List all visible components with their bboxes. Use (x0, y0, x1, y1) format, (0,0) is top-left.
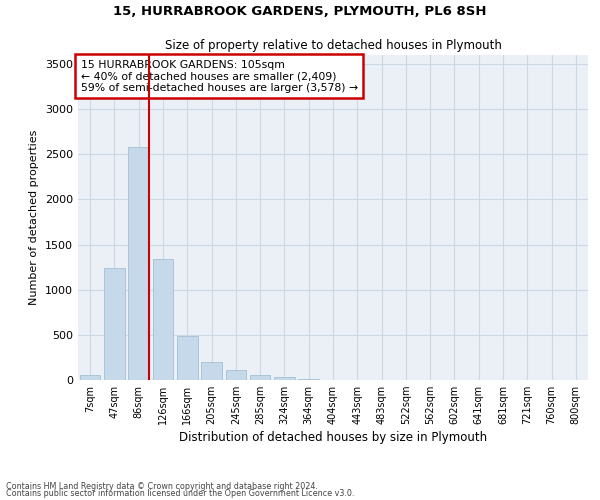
X-axis label: Distribution of detached houses by size in Plymouth: Distribution of detached houses by size … (179, 432, 487, 444)
Bar (298, 378, 319, 380)
Bar (274, 378, 295, 380)
Text: 15 HURRABROOK GARDENS: 105sqm
← 40% of detached houses are smaller (2,409)
59% o: 15 HURRABROOK GARDENS: 105sqm ← 40% of d… (80, 60, 358, 93)
Bar (201, 362, 222, 380)
Bar (104, 268, 125, 380)
Bar (250, 375, 271, 380)
Bar (152, 259, 173, 380)
Bar (177, 336, 197, 380)
Bar (80, 375, 100, 380)
Text: Contains HM Land Registry data © Crown copyright and database right 2024.: Contains HM Land Registry data © Crown c… (6, 482, 318, 491)
Title: Size of property relative to detached houses in Plymouth: Size of property relative to detached ho… (164, 40, 502, 52)
Text: 15, HURRABROOK GARDENS, PLYMOUTH, PL6 8SH: 15, HURRABROOK GARDENS, PLYMOUTH, PL6 8S… (113, 5, 487, 18)
Bar (128, 147, 149, 380)
Bar (226, 370, 246, 380)
Text: Contains public sector information licensed under the Open Government Licence v3: Contains public sector information licen… (6, 489, 355, 498)
Y-axis label: Number of detached properties: Number of detached properties (29, 130, 40, 305)
